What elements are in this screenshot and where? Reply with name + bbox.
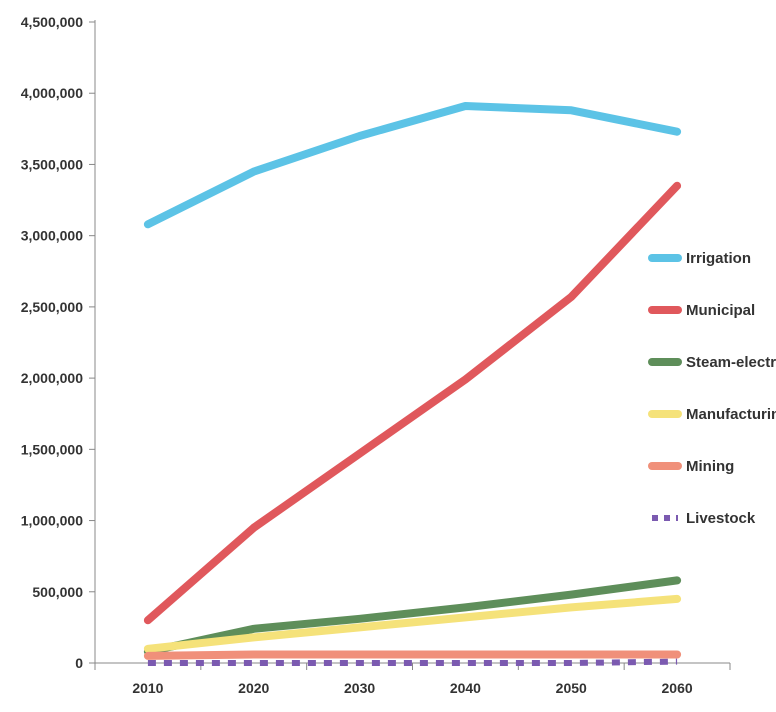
y-tick-label: 2,000,000 <box>21 370 83 386</box>
legend-label: Livestock <box>686 510 756 527</box>
y-tick-label: 4,000,000 <box>21 85 83 101</box>
x-tick-label: 2010 <box>132 680 163 696</box>
legend-item-livestock: Livestock <box>652 510 756 527</box>
x-tick-label: 2030 <box>344 680 375 696</box>
legend-item-manufacturing: Manufacturing <box>648 406 776 423</box>
x-axis: 2010 2020 2030 2040 2050 2060 <box>94 662 731 696</box>
legend-item-steam-electric: Steam-electric <box>648 354 776 371</box>
legend-item-irrigation: Irrigation <box>648 250 751 267</box>
x-tick-label: 2050 <box>556 680 587 696</box>
x-tick-label: 2020 <box>238 680 269 696</box>
y-axis: 0 500,000 1,000,000 1,500,000 2,000,000 2,500… <box>21 14 96 671</box>
series-line-steam-electric <box>143 576 682 656</box>
y-tick-label: 500,000 <box>32 584 83 600</box>
series-line-irrigation <box>143 102 682 229</box>
legend-label: Municipal <box>686 302 755 319</box>
legend-item-mining: Mining <box>648 458 734 475</box>
y-tick-label: 0 <box>75 655 83 671</box>
series-line-municipal <box>143 181 682 625</box>
series-line-mining <box>143 650 682 660</box>
legend: Irrigation Municipal Steam-electric Manufac… <box>648 250 776 527</box>
legend-label: Mining <box>686 458 734 475</box>
y-tick-label: 1,500,000 <box>21 441 83 457</box>
y-tick-label: 4,500,000 <box>21 14 83 30</box>
legend-label: Manufacturing <box>686 406 776 423</box>
y-tick-label: 2,500,000 <box>21 299 83 315</box>
legend-label: Irrigation <box>686 250 751 267</box>
series-layer <box>143 102 682 666</box>
legend-label: Steam-electric <box>686 354 776 371</box>
y-tick-label: 3,000,000 <box>21 228 83 244</box>
x-tick-label: 2040 <box>450 680 481 696</box>
y-tick-label: 3,500,000 <box>21 156 83 172</box>
x-tick-label: 2060 <box>662 680 693 696</box>
y-tick-label: 1,000,000 <box>21 513 83 529</box>
legend-item-municipal: Municipal <box>648 302 755 319</box>
series-line-manufacturing <box>143 594 682 653</box>
